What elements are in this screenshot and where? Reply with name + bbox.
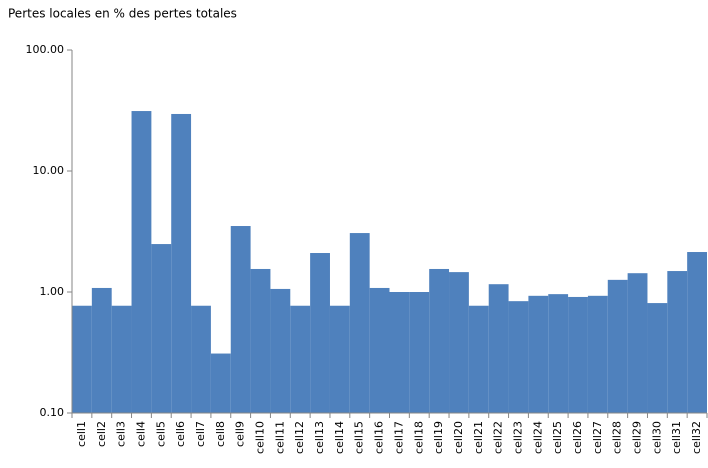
x-tick-label: cell4 (134, 421, 147, 447)
bar (111, 305, 132, 413)
x-tick-label: cell14 (333, 421, 346, 454)
bar (528, 295, 549, 413)
bar (250, 268, 271, 413)
x-tick-label: cell31 (670, 421, 683, 454)
bar (389, 292, 410, 413)
x-tick-label: cell32 (690, 421, 703, 454)
x-tick-label: cell17 (392, 421, 405, 454)
bar (449, 272, 469, 413)
bar (409, 292, 430, 413)
x-tick-label: cell27 (591, 421, 604, 454)
bar (468, 305, 489, 413)
bar (210, 353, 231, 413)
x-tick-label: cell3 (115, 421, 128, 447)
x-tick-label: cell19 (432, 421, 445, 454)
x-tick-label: cell20 (452, 421, 465, 454)
bar (151, 244, 172, 413)
x-tick-label: cell15 (353, 421, 366, 454)
bar (687, 252, 707, 413)
bar (72, 305, 92, 413)
y-tick-label: 10.00 (33, 164, 65, 177)
x-tick-label: cell18 (412, 421, 425, 454)
bar (667, 271, 688, 413)
bar (131, 111, 152, 414)
x-tick-label: cell8 (214, 421, 227, 447)
bar (310, 253, 330, 413)
bar (171, 113, 192, 414)
bar (568, 296, 588, 413)
y-tick-label: 100.00 (26, 43, 65, 56)
x-tick-label: cell24 (531, 421, 544, 454)
bar (508, 301, 529, 413)
x-tick-label: cell16 (373, 421, 386, 454)
bar (349, 233, 370, 413)
bar (488, 284, 509, 413)
x-tick-label: cell10 (254, 421, 267, 454)
bar (607, 279, 628, 413)
bar (587, 295, 608, 413)
bar (191, 305, 211, 413)
x-tick-label: cell7 (194, 421, 207, 447)
bar (329, 305, 350, 413)
x-tick-label: cell23 (511, 421, 524, 454)
x-tick-label: cell25 (551, 421, 564, 454)
x-tick-label: cell6 (174, 421, 187, 447)
bar (548, 294, 569, 413)
x-tick-label: cell22 (492, 421, 505, 454)
bar (290, 305, 311, 413)
bar (230, 226, 251, 413)
x-tick-label: cell30 (650, 421, 663, 454)
x-tick-label: cell5 (154, 421, 167, 447)
x-tick-label: cell29 (631, 421, 644, 454)
y-tick-label: 1.00 (40, 285, 65, 298)
bar (91, 287, 112, 413)
chart-title: Pertes locales en % des pertes totales (8, 7, 237, 21)
x-tick-label: cell11 (273, 421, 286, 454)
bar (270, 288, 291, 413)
x-tick-label: cell9 (234, 421, 247, 447)
bar (627, 273, 648, 413)
x-tick-label: cell21 (472, 421, 485, 454)
bar (429, 268, 450, 413)
bar (647, 303, 668, 413)
x-tick-label: cell28 (611, 421, 624, 454)
x-tick-label: cell12 (293, 421, 306, 454)
y-tick-label: 0.10 (40, 406, 65, 419)
x-tick-label: cell2 (95, 421, 108, 447)
bar (369, 287, 390, 413)
x-tick-label: cell26 (571, 421, 584, 454)
x-tick-label: cell1 (75, 421, 88, 447)
x-tick-label: cell13 (313, 421, 326, 454)
